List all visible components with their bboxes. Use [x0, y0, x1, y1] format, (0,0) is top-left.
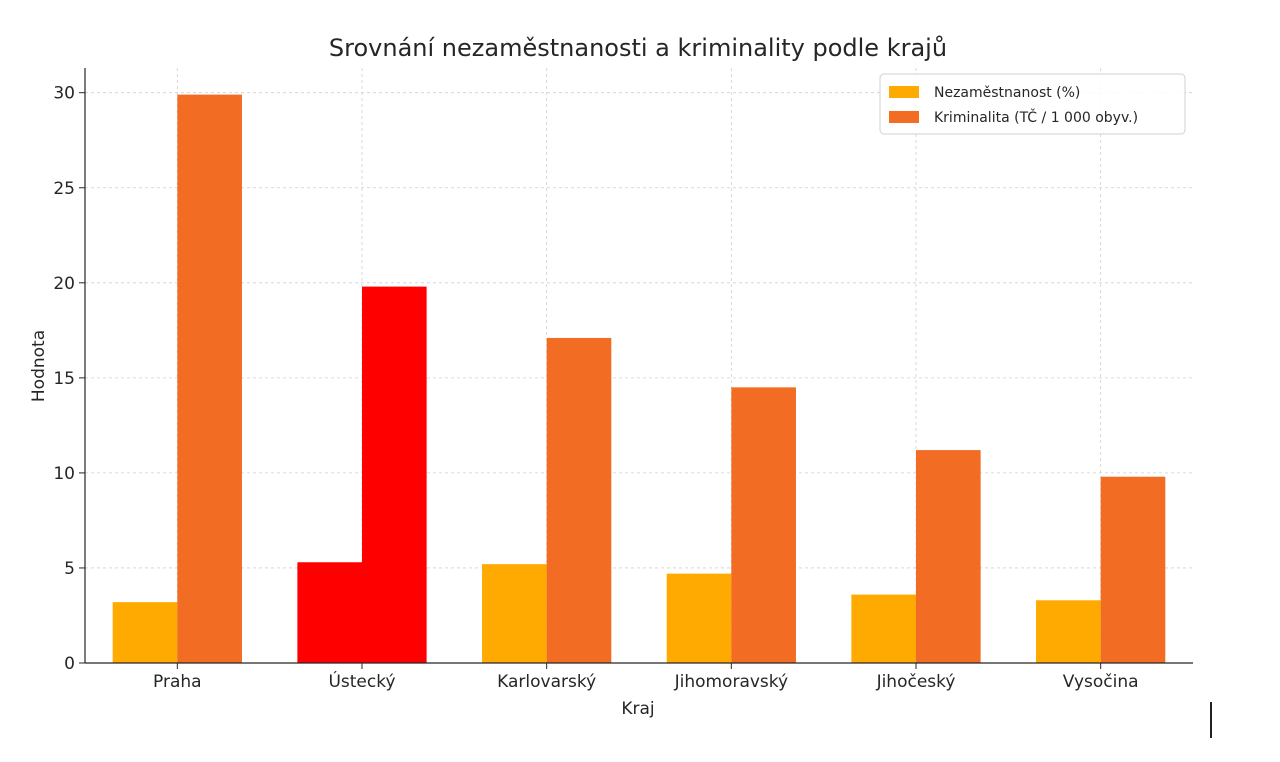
legend-swatch: [889, 86, 919, 98]
bar-unemployment-2: [482, 564, 547, 663]
x-tick-label: Jihočeský: [876, 672, 956, 692]
bar-unemployment-1: [297, 562, 362, 663]
grid: [85, 68, 1193, 664]
y-tick-label: 30: [53, 84, 75, 104]
legend-box: [879, 73, 1186, 135]
tick-labels: 0 5 10 15 20 25 30 Praha Ústecký Karlovarský Jihom…: [53, 84, 1138, 692]
chart-title: Srovnání nezaměstnanosti a kriminality p…: [329, 34, 947, 62]
bar-crime-2: [546, 337, 612, 663]
bar-unemployment-4: [851, 594, 916, 663]
legend-swatch: [889, 111, 919, 123]
y-axis-label: Hodnota: [29, 330, 49, 402]
x-tick-label: Vysočina: [1063, 672, 1139, 692]
bar-unemployment-0: [112, 602, 178, 663]
x-tick-label: Karlovarský: [497, 672, 596, 692]
legend-label: Kriminalita (TČ / 1 000 obyv.): [934, 108, 1138, 126]
bar-unemployment-5: [1036, 600, 1101, 663]
legend-label: Nezaměstnanost (%): [934, 85, 1080, 101]
bar-unemployment-3: [666, 573, 732, 663]
bar-crime-5: [1100, 476, 1166, 663]
y-tick-label: 15: [53, 369, 75, 389]
legend: Nezaměstnanost (%) Kriminalita (TČ / 1 00…: [879, 73, 1186, 135]
y-tick-label: 0: [64, 654, 75, 674]
y-tick-label: 5: [64, 559, 75, 579]
bar-crime-4: [916, 450, 981, 663]
x-tick-label: Praha: [153, 672, 202, 692]
y-tick-label: 25: [53, 179, 75, 199]
y-tick-label: 10: [53, 464, 75, 484]
x-tick-label: Ústecký: [328, 670, 395, 692]
bars: [112, 94, 1166, 664]
y-tick-label: 20: [53, 274, 75, 294]
x-tick-label: Jihomoravský: [674, 672, 789, 692]
axes: [79, 68, 1193, 669]
bar-crime-0: [177, 94, 242, 664]
bar-crime-3: [731, 387, 796, 663]
bar-crime-1: [362, 286, 427, 663]
x-axis-label: Kraj: [621, 699, 654, 719]
